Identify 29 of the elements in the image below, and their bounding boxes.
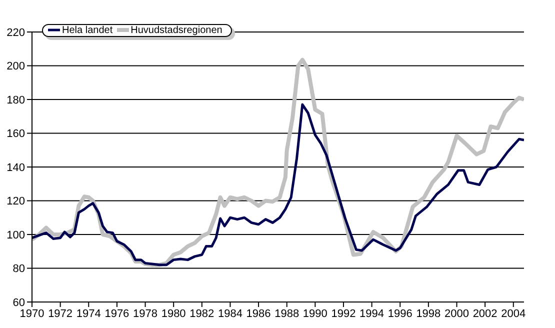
y-tick-label: 120 (6, 196, 25, 208)
x-tick-label: 1982 (190, 308, 214, 320)
x-tick-label: 1972 (48, 308, 73, 320)
x-tick-label: 1976 (104, 308, 130, 320)
legend-label: Huvudstadsregionen (130, 24, 222, 36)
x-tick-label: 2004 (501, 308, 526, 320)
y-tick-label: 220 (6, 26, 25, 39)
x-tick-label: 1980 (161, 308, 186, 320)
y-tick-label: 140 (6, 162, 25, 174)
x-tick-label: 1990 (302, 308, 328, 320)
x-tick-label: 1988 (274, 308, 300, 320)
x-tick-label: 2000 (444, 308, 469, 320)
y-tick-label: 100 (6, 229, 25, 242)
y-tick-label: 60 (12, 296, 25, 309)
x-tick-label: 1998 (416, 308, 441, 320)
y-tick-label: 180 (6, 94, 25, 106)
x-tick-label: 1994 (360, 308, 384, 320)
y-tick-label: 80 (12, 263, 25, 276)
y-tick-label: 200 (6, 60, 25, 73)
x-tick-label: 2002 (472, 308, 498, 320)
x-tick-label: 1996 (388, 308, 412, 320)
x-tick-label: 1992 (331, 308, 356, 320)
x-tick-label: 1984 (218, 308, 242, 320)
x-tick-label: 1986 (246, 308, 271, 320)
x-tick-label: 1974 (76, 308, 101, 320)
y-tick-label: 160 (6, 128, 25, 140)
x-tick-label: 1970 (20, 308, 44, 320)
legend-label: Hela landet (62, 24, 113, 36)
x-tick-label: 1978 (133, 308, 158, 320)
